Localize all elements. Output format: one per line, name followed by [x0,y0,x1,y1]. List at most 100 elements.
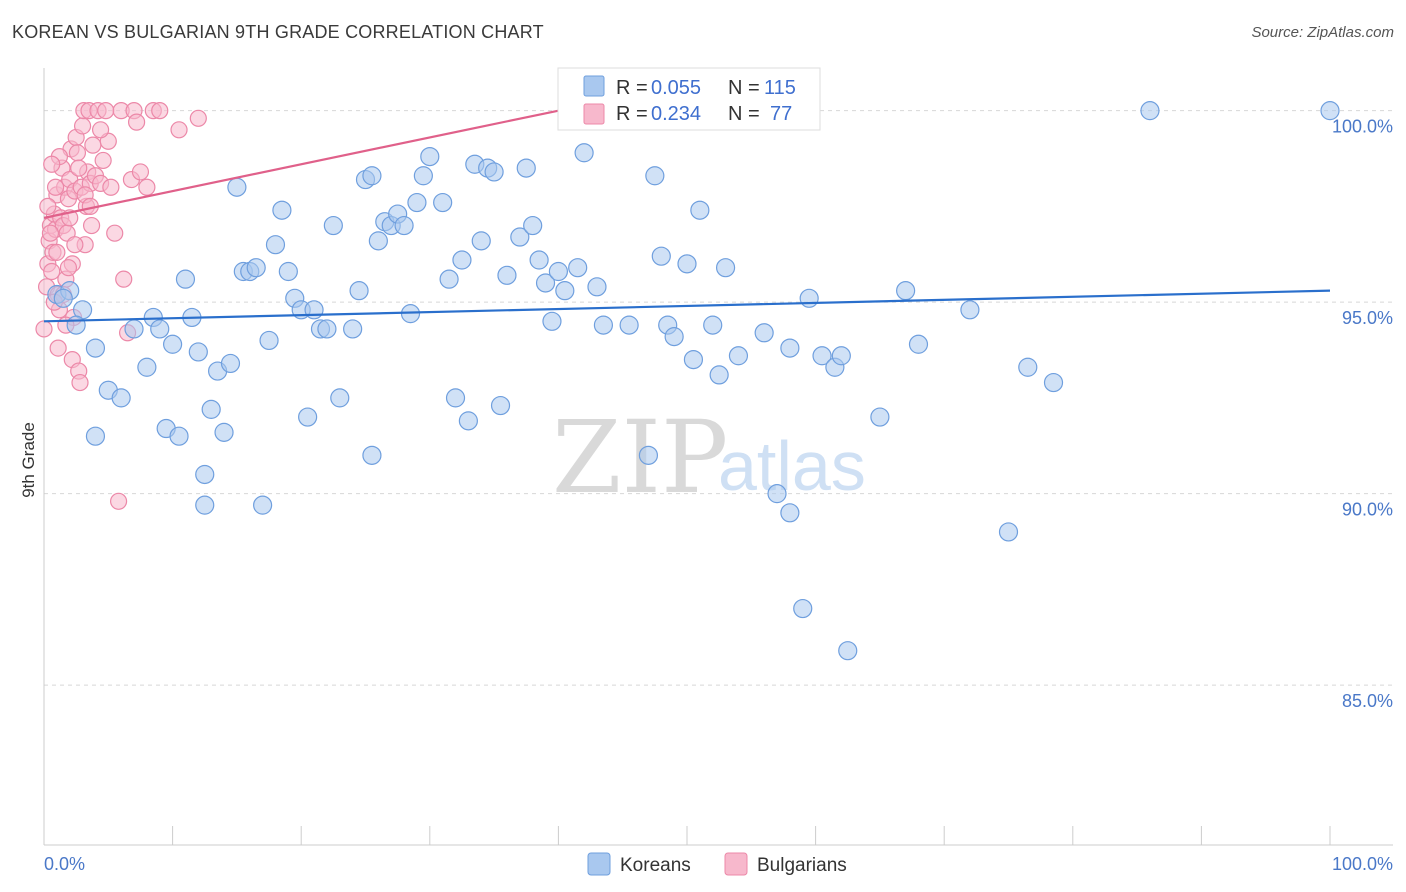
korean-point [523,215,543,236]
y-axis-title: 9th Grade [19,422,38,498]
korean-point [362,166,382,186]
bulgarian-point [68,144,87,162]
korean-point [870,407,890,427]
korean-point [214,422,234,442]
korean-point [542,311,562,331]
bulgarians-trend-line [43,109,559,219]
korean-point [259,330,279,351]
bulgarian-point [109,492,128,510]
bulgarian-point [46,178,65,196]
korean-point [278,261,298,282]
korean-point [111,388,131,408]
bulgarian-point [138,178,156,196]
y-tick-label: 90.0% [1342,500,1393,520]
bulgarian-point [59,259,78,277]
korean-point [960,300,980,320]
legend-bulgarians-n-value: 77 [770,103,792,125]
bulgarian-point [115,270,133,288]
y-tick-label: 85.0% [1342,691,1393,711]
korean-point [53,288,73,308]
korean-point [433,192,453,213]
korean-point [651,246,671,266]
korean-point [709,365,729,385]
bulgarian-point [43,155,61,173]
korean-point [1018,357,1038,377]
y-tick-label: 95.0% [1342,308,1393,328]
korean-point [516,158,536,178]
korean-point [253,495,273,515]
bottom-legend-koreans: Koreans [620,855,691,876]
korean-point [169,426,189,446]
legend-bulgarians-r-value: 0.234 [651,103,701,125]
korean-point [510,227,530,247]
korean-point [458,411,478,431]
legend-swatch-koreans [583,75,605,97]
bulgarian-point [73,117,92,135]
y-tick-label: 100.0% [1332,117,1393,137]
korean-point [574,143,594,163]
korean-point [908,334,929,354]
korean-point [677,254,697,274]
korean-point [529,250,549,270]
korean-point [150,319,170,339]
series-legend: Koreans Bulgarians [587,852,847,876]
bulgarian-point [91,121,110,139]
korean-point [85,338,106,358]
bulgarian-point [41,224,60,242]
korean-point [664,327,684,347]
legend-koreans-n-value: 115 [764,77,796,99]
bulgarian-point [43,262,61,281]
korean-point [227,177,247,197]
korean-point [831,346,851,366]
korean-point [568,258,588,278]
axis-layer: 85.0% 90.0% 95.0% 100.0% [43,68,1393,846]
korean-point [703,315,723,335]
korean-point [85,426,106,446]
korean-point [645,166,665,186]
korean-point [188,342,208,362]
korean-point [587,277,607,297]
korean-point [490,395,511,416]
korean-point [407,192,427,213]
korean-point [163,334,183,354]
korean-point [497,265,517,285]
legend-koreans-r-value: 0.055 [651,77,701,99]
korean-point [439,269,459,289]
source-label: Source: ZipAtlas.com [1251,24,1394,41]
legend-swatch-bulgarians [583,103,605,125]
korean-point [780,503,800,523]
korean-point [265,235,286,255]
bulgarian-point [66,236,84,254]
koreans-series [47,101,1340,661]
korean-point [690,200,710,220]
bottom-legend-swatch-koreans [587,852,611,876]
bulgarian-point [35,320,53,338]
bulgarian-point [189,109,207,127]
korean-point [767,484,787,504]
korean-point [317,319,337,339]
korean-point [420,147,440,167]
bulgarian-point [71,373,89,392]
legend-bulgarians-r-label: R = [616,103,648,125]
korean-point [593,315,614,335]
x-tick-label-max: 100.0% [1332,854,1393,874]
x-tick-label-min: 0.0% [44,854,85,874]
korean-point [445,388,466,408]
korean-point [896,281,916,301]
korean-point [220,353,241,374]
correlation-legend: R = 0.055 N = 115 R = 0.234 N = 77 [557,67,821,131]
korean-point [323,215,343,236]
koreans-trend-line [43,289,1331,323]
bulgarian-point [106,224,124,242]
bulgarian-point [49,339,67,357]
bulgarian-point [151,102,169,120]
korean-point [754,323,774,343]
bulgarians-series [35,102,207,510]
korean-point [368,231,388,251]
korean-point [793,598,813,619]
korean-point [619,315,639,335]
korean-point [799,288,819,308]
korean-point [452,250,472,270]
legend-koreans-r-label: R = [616,77,648,99]
